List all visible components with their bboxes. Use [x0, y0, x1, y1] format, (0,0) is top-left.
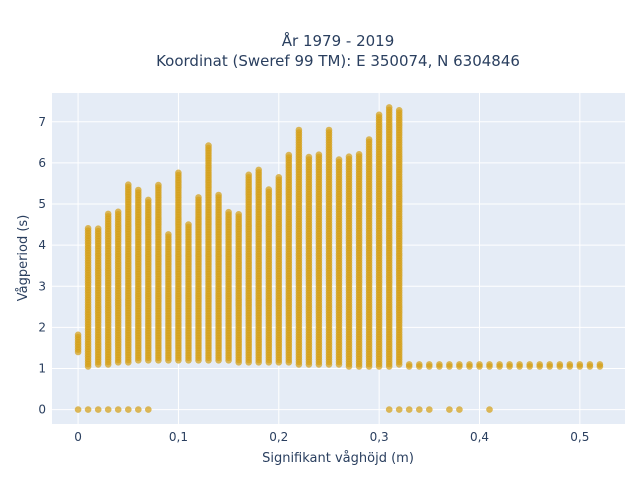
y-tick-label: 0	[38, 403, 46, 417]
data-point	[576, 361, 584, 368]
data-point	[265, 186, 273, 193]
x-tick-label: 0,4	[470, 430, 489, 444]
data-point	[546, 361, 553, 368]
data-point	[195, 194, 202, 201]
data-point	[104, 210, 112, 218]
data-point	[125, 181, 132, 188]
data-point	[456, 361, 463, 368]
data-point	[245, 171, 252, 179]
data-point	[285, 151, 293, 159]
data-point	[566, 361, 574, 368]
data-point	[94, 225, 102, 232]
data-point	[104, 406, 112, 413]
y-tick-label: 1	[38, 361, 46, 375]
data-point	[225, 208, 232, 216]
x-tick-label: 0,1	[169, 430, 188, 444]
data-point	[496, 361, 503, 368]
data-point	[385, 104, 393, 111]
data-point	[426, 361, 433, 368]
data-point	[175, 169, 182, 177]
x-tick-label: 0,2	[269, 430, 288, 444]
data-point	[466, 361, 473, 368]
data-point	[305, 153, 313, 161]
data-point	[556, 361, 564, 368]
data-point	[84, 225, 92, 232]
data-point	[405, 361, 413, 368]
x-axis-label: Signifikant våghöjd (m)	[262, 451, 414, 466]
data-point	[416, 361, 423, 368]
data-point	[165, 231, 172, 238]
data-point	[416, 406, 423, 413]
data-point	[84, 406, 92, 413]
data-point	[335, 156, 343, 163]
data-point	[395, 107, 403, 114]
data-point	[536, 361, 543, 368]
data-point	[74, 331, 82, 339]
y-tick-label: 3	[38, 279, 46, 293]
data-point	[375, 111, 383, 119]
data-point	[185, 221, 192, 228]
data-point	[315, 151, 323, 158]
data-point	[395, 406, 403, 413]
data-point	[446, 406, 453, 413]
data-point	[74, 406, 82, 413]
data-point	[506, 361, 513, 368]
data-point	[516, 361, 523, 368]
x-tick-label: 0,5	[570, 430, 589, 444]
data-point	[114, 208, 122, 216]
data-point	[355, 151, 363, 158]
data-point	[596, 361, 604, 368]
data-point	[476, 361, 483, 368]
data-point	[325, 126, 333, 134]
data-point	[586, 361, 594, 368]
chart-title-line2: Koordinat (Sweref 99 TM): E 350074, N 63…	[156, 52, 520, 70]
data-point	[405, 406, 413, 413]
data-point	[205, 142, 212, 149]
data-point	[446, 361, 453, 368]
data-point	[94, 406, 102, 413]
y-tick-label: 7	[38, 115, 46, 129]
data-point	[436, 361, 443, 368]
points-layer	[74, 104, 604, 413]
data-point	[114, 406, 122, 413]
chart-title-line1: År 1979 - 2019	[282, 31, 395, 50]
data-point	[526, 361, 533, 368]
data-point	[125, 406, 132, 413]
data-point	[135, 406, 142, 413]
data-point	[486, 361, 493, 368]
y-tick-label: 4	[38, 238, 46, 252]
data-point	[145, 196, 152, 204]
data-point	[145, 406, 152, 413]
x-tick-label: 0	[74, 430, 82, 444]
data-point	[295, 126, 303, 134]
data-point	[215, 191, 222, 199]
data-point	[135, 186, 142, 194]
data-point	[365, 136, 373, 143]
data-point	[275, 174, 283, 181]
data-point	[385, 406, 393, 413]
data-point	[426, 406, 433, 413]
x-tick-label: 0,3	[370, 430, 389, 444]
y-tick-label: 2	[38, 320, 46, 334]
data-point	[255, 166, 262, 174]
data-point	[486, 406, 493, 413]
y-tick-label: 6	[38, 156, 46, 170]
data-point	[155, 181, 162, 189]
data-point	[235, 211, 242, 218]
y-tick-label: 5	[38, 197, 46, 211]
y-axis-label: Vågperiod (s)	[16, 215, 31, 302]
data-point	[345, 153, 353, 160]
data-point	[456, 406, 463, 413]
tick-layer: 0 0,1 0,2 0,3 0,4 0,5 0 1 2 3 4 5 6 7	[38, 115, 589, 444]
